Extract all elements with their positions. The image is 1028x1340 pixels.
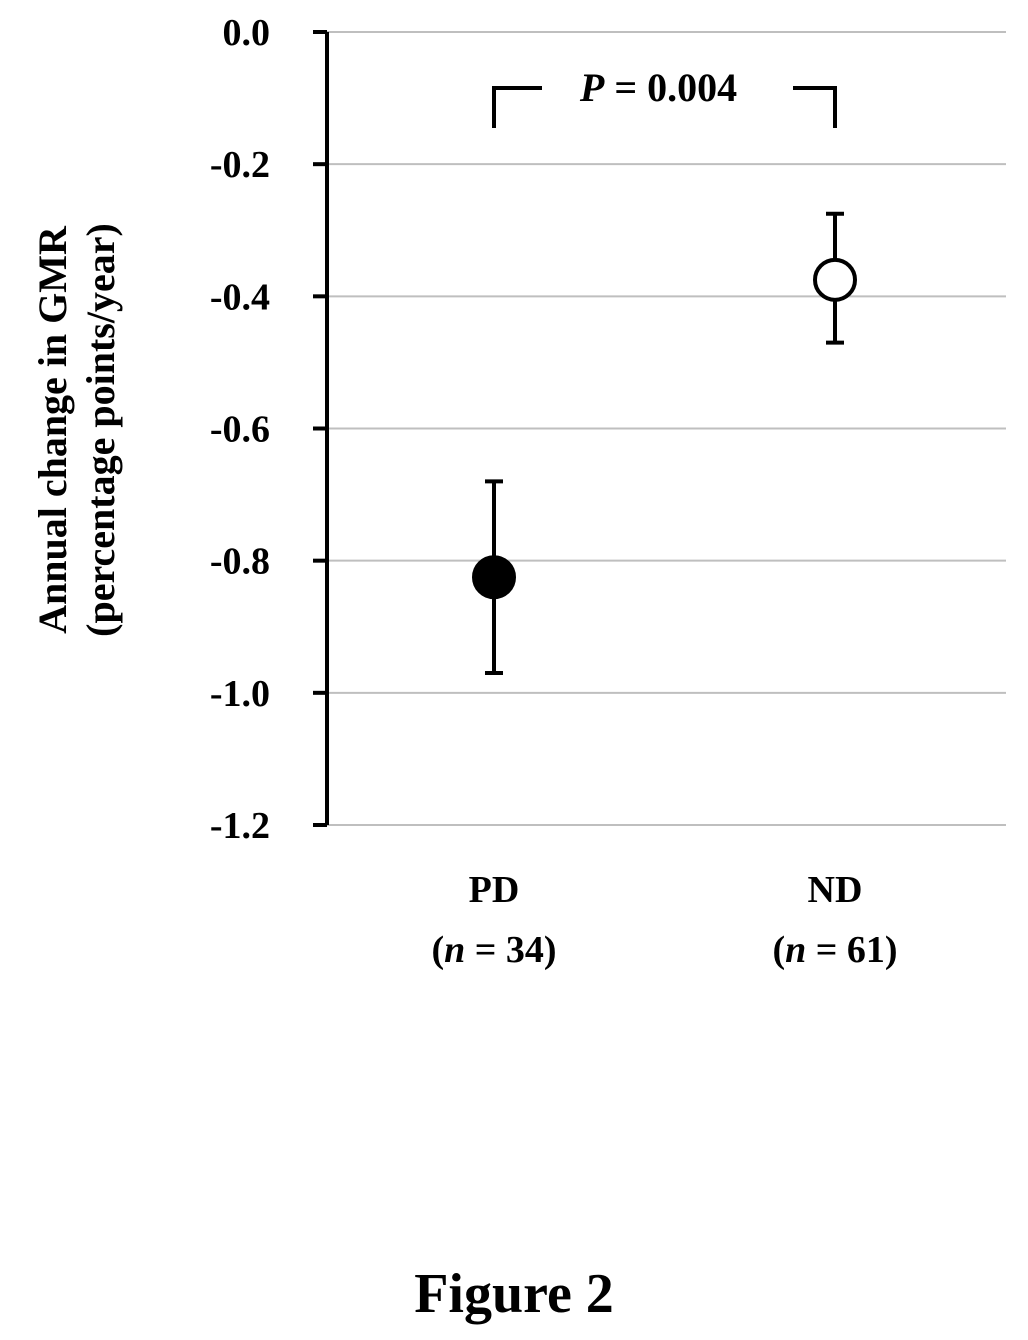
y-tick-label: -1.0	[210, 673, 270, 715]
category-label-nd: ND	[808, 869, 863, 911]
category-labels: PD(n = 34)ND(n = 61)	[431, 869, 897, 971]
sample-size-part: (	[431, 929, 444, 971]
y-axis-label: Annual change in GMR (percentage points/…	[30, 223, 123, 637]
y-tick-label: -0.8	[210, 541, 270, 583]
y-tick-label: -0.4	[210, 276, 270, 318]
gridlines	[327, 31, 1006, 826]
y-axis-label-line2: (percentage points/year)	[78, 223, 123, 637]
category-label-pd: PD	[469, 869, 520, 911]
sample-size-part: = 61)	[806, 929, 897, 971]
y-tick-label: -1.2	[210, 805, 270, 847]
point-group-nd	[813, 211, 857, 345]
p-value-text: = 0.004	[604, 65, 737, 110]
bracket-left	[492, 86, 542, 128]
y-axis	[313, 30, 329, 827]
figure-caption: Figure 2	[414, 1263, 614, 1325]
point-group-pd	[472, 479, 516, 676]
y-tick-label: 0.0	[223, 12, 271, 54]
sample-size-pd: (n = 34)	[431, 929, 556, 971]
chart: 0.0 -0.2 -0.4 -0.6 -0.8 -1.0 -1.2 Annual chang…	[30, 12, 1006, 971]
y-tick-label: -0.6	[210, 409, 270, 451]
y-tick-label: -0.2	[210, 144, 270, 186]
sample-size-part: n	[444, 929, 465, 971]
significance-bracket: P = 0.004	[492, 65, 837, 128]
sample-size-nd: (n = 61)	[772, 929, 897, 971]
sample-size-part: (	[772, 929, 785, 971]
y-axis-label-line1: Annual change in GMR	[30, 225, 75, 634]
mean-marker-nd	[813, 257, 857, 302]
p-value-label: P = 0.004	[579, 65, 737, 110]
data-points	[472, 211, 857, 676]
y-tick-labels: 0.0 -0.2 -0.4 -0.6 -0.8 -1.0 -1.2	[210, 12, 270, 847]
mean-marker-pd	[472, 555, 516, 600]
sample-size-part: n	[785, 929, 806, 971]
sample-size-part: = 34)	[465, 929, 556, 971]
p-symbol: P	[579, 65, 605, 110]
bracket-right	[793, 86, 837, 128]
